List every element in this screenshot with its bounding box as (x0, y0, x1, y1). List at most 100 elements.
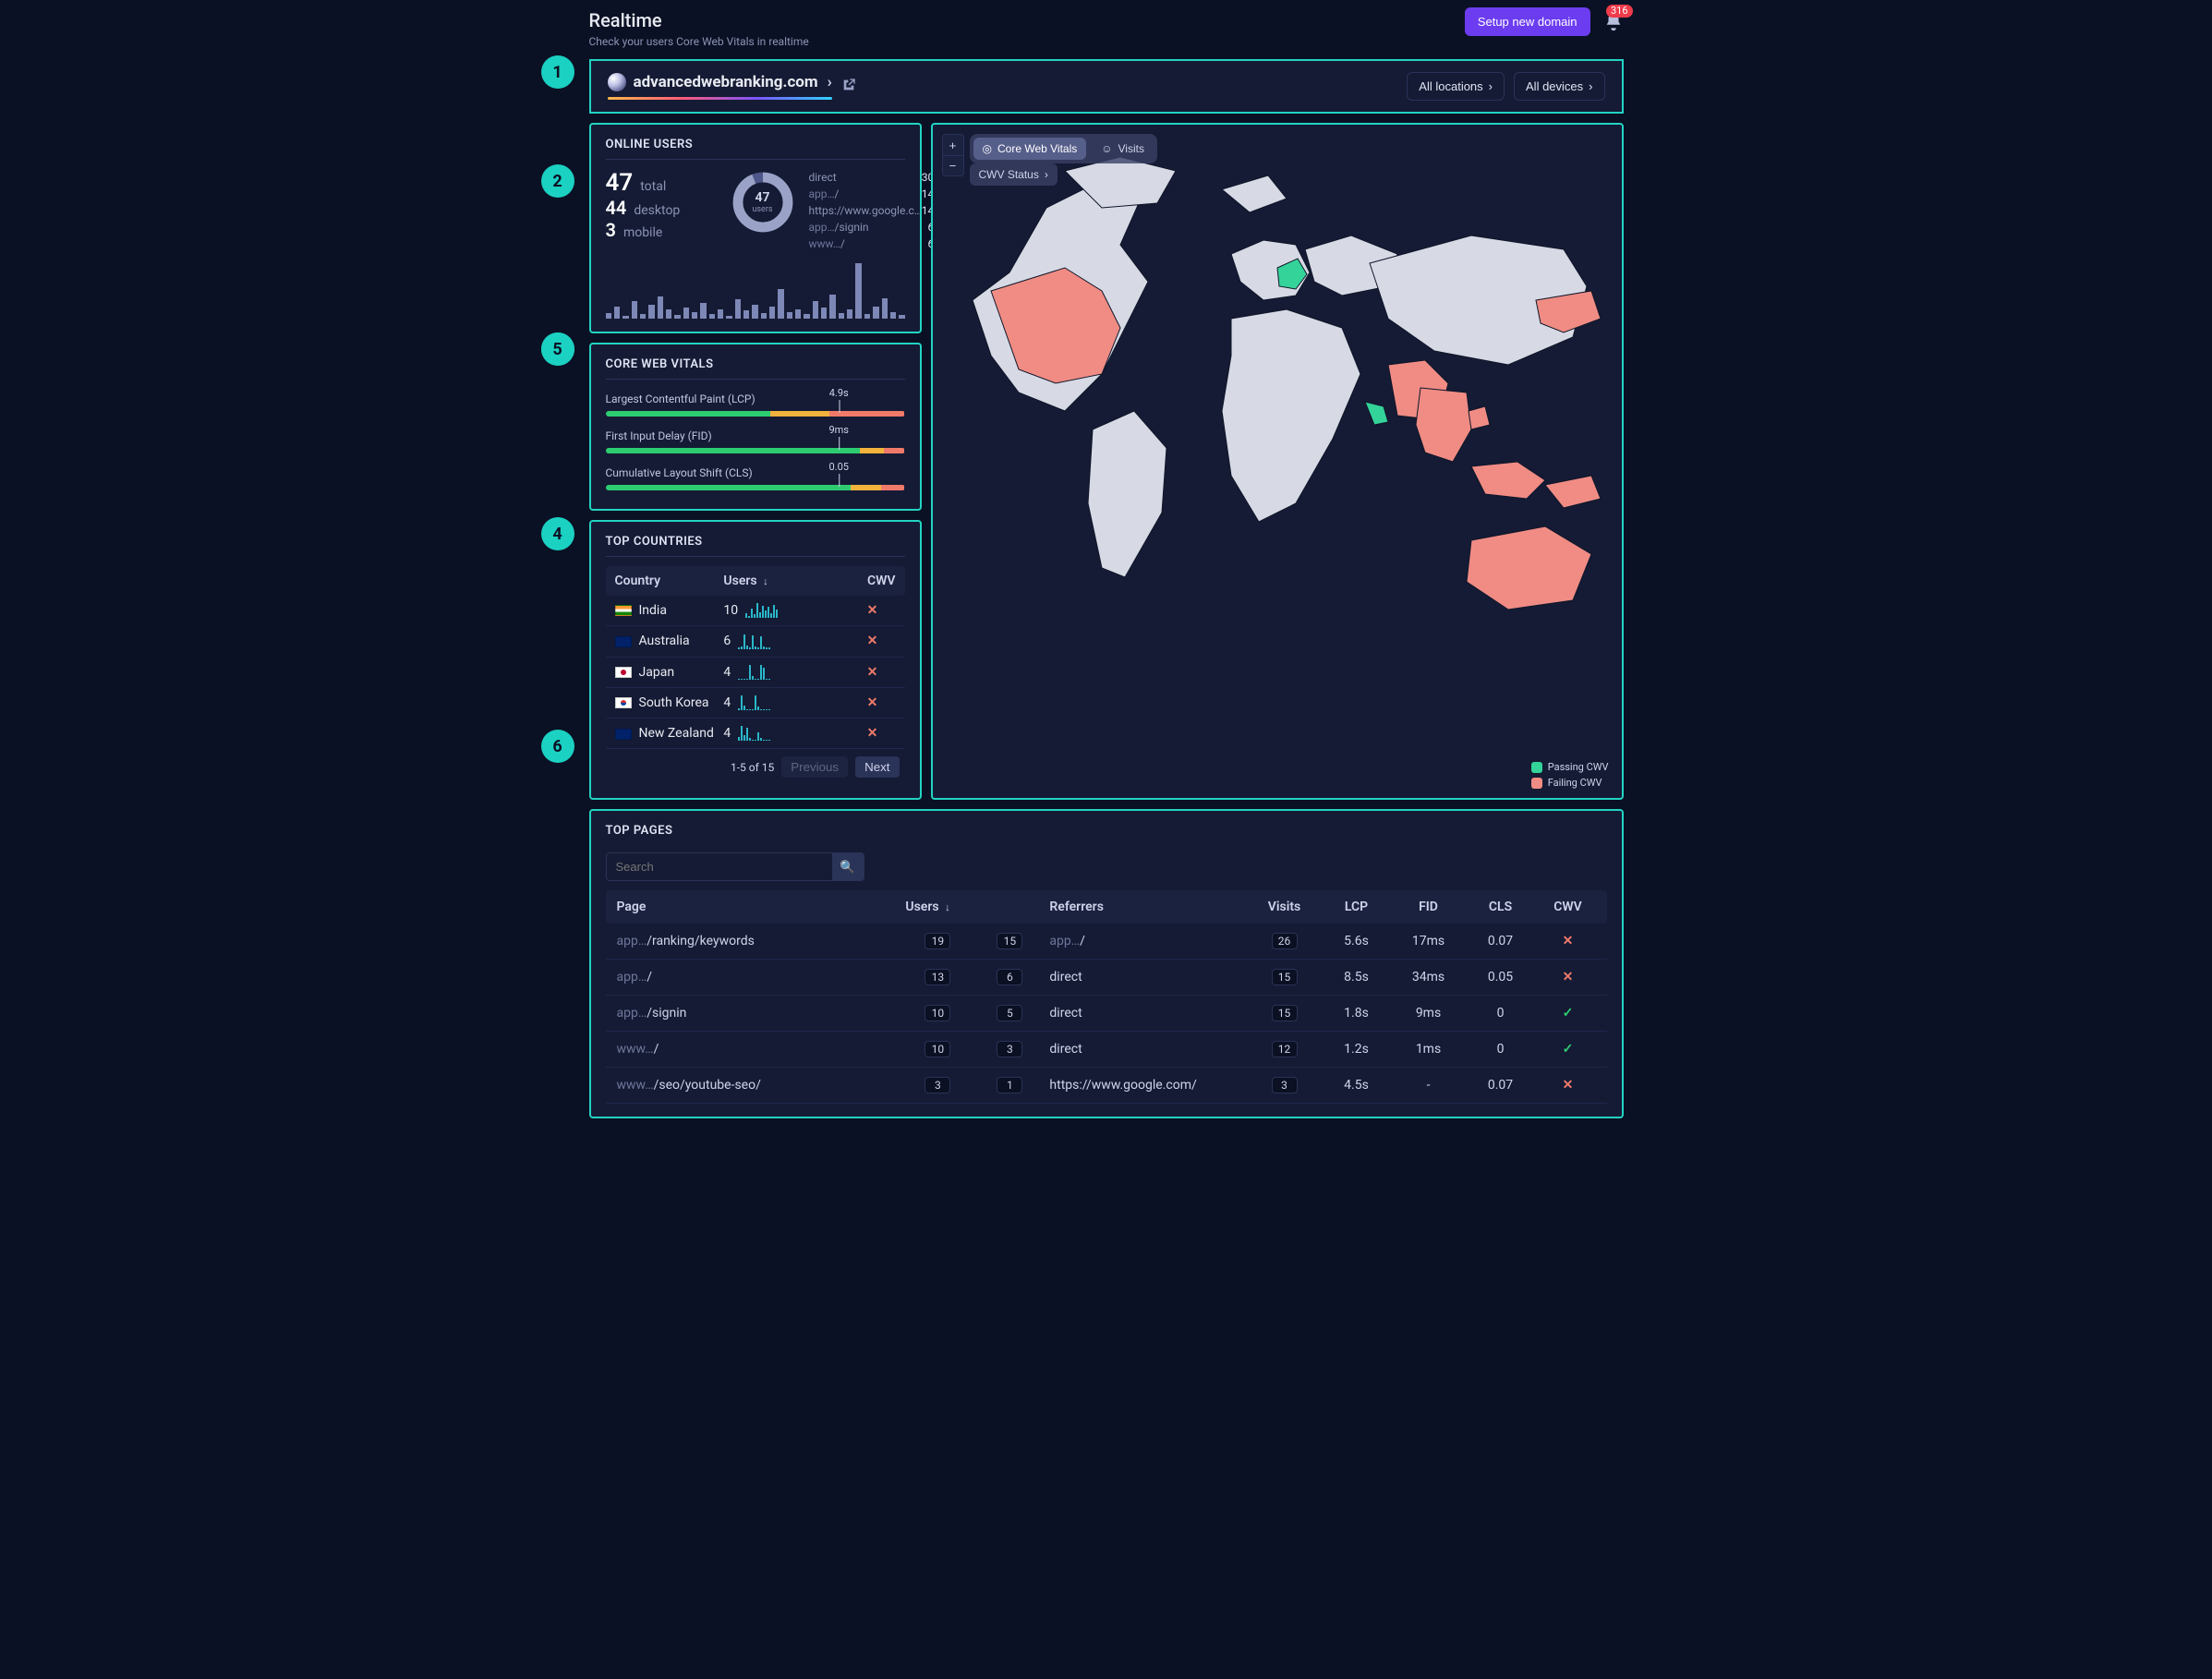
world-map[interactable] (942, 134, 1613, 651)
cell-users: 4 (723, 726, 849, 741)
cell-page: app…/ranking/keywords (617, 934, 899, 948)
search-input[interactable] (607, 853, 832, 880)
col-page[interactable]: Page (617, 900, 899, 914)
zoom-in-button[interactable]: + (943, 135, 963, 155)
cwv-meter-label: Cumulative Layout Shift (CLS) (606, 466, 905, 479)
table-row[interactable]: New Zealand4✕ (606, 719, 905, 749)
bar (683, 308, 689, 319)
map-south-america (1088, 411, 1166, 577)
flag-icon (615, 636, 632, 647)
col-visits[interactable]: Visits (1252, 900, 1317, 914)
cwv-meter-track (606, 448, 905, 453)
cell-lcp: 8.5s (1324, 970, 1389, 984)
cwv-meter-label: First Input Delay (FID) (606, 429, 905, 442)
map-status-button[interactable]: CWV Status › (970, 163, 1058, 186)
annotation-marker: 6 (541, 730, 574, 763)
notifications-button[interactable]: 316 (1603, 12, 1624, 32)
col-users[interactable]: Users ↓ (723, 574, 849, 588)
filter-devices-button[interactable]: All devices› (1514, 72, 1604, 101)
cell-referrer-count: 1 (977, 1077, 1042, 1093)
globe-icon (608, 73, 626, 91)
table-row[interactable]: app…/signin105direct151.8s9ms0✓ (606, 996, 1607, 1032)
cwv-card: CORE WEB VITALS Largest Contentful Paint… (589, 343, 922, 511)
table-row[interactable]: app…/136direct158.5s34ms0.05✕ (606, 960, 1607, 996)
col-country[interactable]: Country (615, 574, 724, 588)
top-countries-title: TOP COUNTRIES (606, 535, 905, 557)
bar (623, 316, 628, 319)
table-row[interactable]: India10✕ (606, 596, 905, 626)
table-row[interactable]: Australia6✕ (606, 626, 905, 657)
online-users-barchart (606, 263, 905, 319)
bar (692, 312, 697, 320)
open-external-button[interactable] (841, 78, 856, 96)
external-link-icon (841, 78, 856, 92)
bar (847, 309, 852, 319)
cell-referrer: app…/ (1049, 934, 1244, 948)
cell-page: www…/seo/youtube-seo/ (617, 1078, 899, 1093)
flag-icon (615, 667, 632, 678)
cell-cwv: ✓ (1541, 1006, 1596, 1021)
map-india (1416, 388, 1471, 462)
cell-referrer: direct (1049, 1006, 1244, 1021)
pager-next-button[interactable]: Next (855, 756, 899, 778)
col-users[interactable]: Users ↓ (905, 900, 970, 914)
bar (743, 310, 749, 319)
cell-cwv: ✕ (1541, 934, 1596, 948)
cwv-meter-value: 4.9s (829, 387, 849, 399)
bar (778, 289, 783, 319)
pager-prev-button[interactable]: Previous (781, 756, 848, 778)
search-button[interactable]: 🔍 (832, 853, 864, 880)
col-lcp[interactable]: LCP (1324, 900, 1389, 914)
bar (813, 301, 818, 319)
top-countries-card: TOP COUNTRIES Country Users ↓ CWV India1… (589, 520, 922, 800)
col-cwv[interactable]: CWV (850, 574, 896, 588)
bar (890, 312, 896, 320)
referrer-row: www…/6 (809, 236, 935, 252)
bar (795, 309, 801, 319)
online-desktop-label: desktop (634, 203, 680, 218)
cwv-meter: Cumulative Layout Shift (CLS)0.05 (606, 466, 905, 490)
table-row[interactable]: www…/103direct121.2s1ms0✓ (606, 1032, 1607, 1068)
col-referrers[interactable]: Referrers (1049, 900, 1244, 914)
cell-visits: 26 (1252, 933, 1317, 949)
table-row[interactable]: Japan4✕ (606, 658, 905, 688)
bar (718, 309, 723, 319)
sparkline (745, 603, 778, 618)
table-row[interactable]: app…/ranking/keywords1915app…/265.6s17ms… (606, 924, 1607, 960)
map-status-label: CWV Status (979, 168, 1039, 181)
col-cwv[interactable]: CWV (1541, 900, 1596, 914)
bar (873, 307, 878, 319)
bar (829, 295, 835, 319)
cell-visits: 15 (1252, 1005, 1317, 1021)
chevron-right-icon: › (1045, 168, 1048, 181)
cell-cwv: ✕ (850, 665, 896, 680)
flag-icon (615, 605, 632, 616)
cell-cls: 0 (1469, 1042, 1533, 1057)
domain-selector[interactable]: advancedwebranking.com › (608, 73, 832, 91)
cell-users: 10 (723, 603, 849, 618)
table-row[interactable]: www…/seo/youtube-seo/31https://www.googl… (606, 1068, 1607, 1104)
page-subtitle: Check your users Core Web Vitals in real… (589, 35, 1624, 48)
setup-domain-button[interactable]: Setup new domain (1465, 7, 1590, 36)
cell-users: 3 (905, 1077, 970, 1093)
cell-referrer: direct (1049, 970, 1244, 984)
bar (899, 315, 904, 319)
table-row[interactable]: South Korea4✕ (606, 688, 905, 719)
col-fid[interactable]: FID (1396, 900, 1461, 914)
map-card: + − ◎Core Web Vitals ☺Visits CWV Status ›… (931, 123, 1624, 800)
col-cls[interactable]: CLS (1469, 900, 1533, 914)
zoom-out-button[interactable]: − (943, 155, 963, 175)
online-users-referrer-list: direct30app…/14https://www.google.c…14ap… (809, 169, 935, 252)
cell-referrer-count: 5 (977, 1005, 1042, 1021)
pager-range: 1-5 of 15 (731, 761, 774, 774)
cell-fid: 34ms (1396, 970, 1461, 984)
cell-visits: 3 (1252, 1077, 1317, 1093)
referrer-row: app…/14 (809, 186, 935, 202)
cell-fid: - (1396, 1078, 1461, 1093)
cell-referrer-count: 15 (977, 933, 1042, 949)
map-tab-cwv[interactable]: ◎Core Web Vitals (973, 138, 1087, 160)
map-tab-visits[interactable]: ☺Visits (1092, 138, 1154, 160)
filter-locations-button[interactable]: All locations› (1407, 72, 1505, 101)
map-legend: Passing CWV Failing CWV (1531, 757, 1609, 789)
bar (882, 298, 888, 320)
